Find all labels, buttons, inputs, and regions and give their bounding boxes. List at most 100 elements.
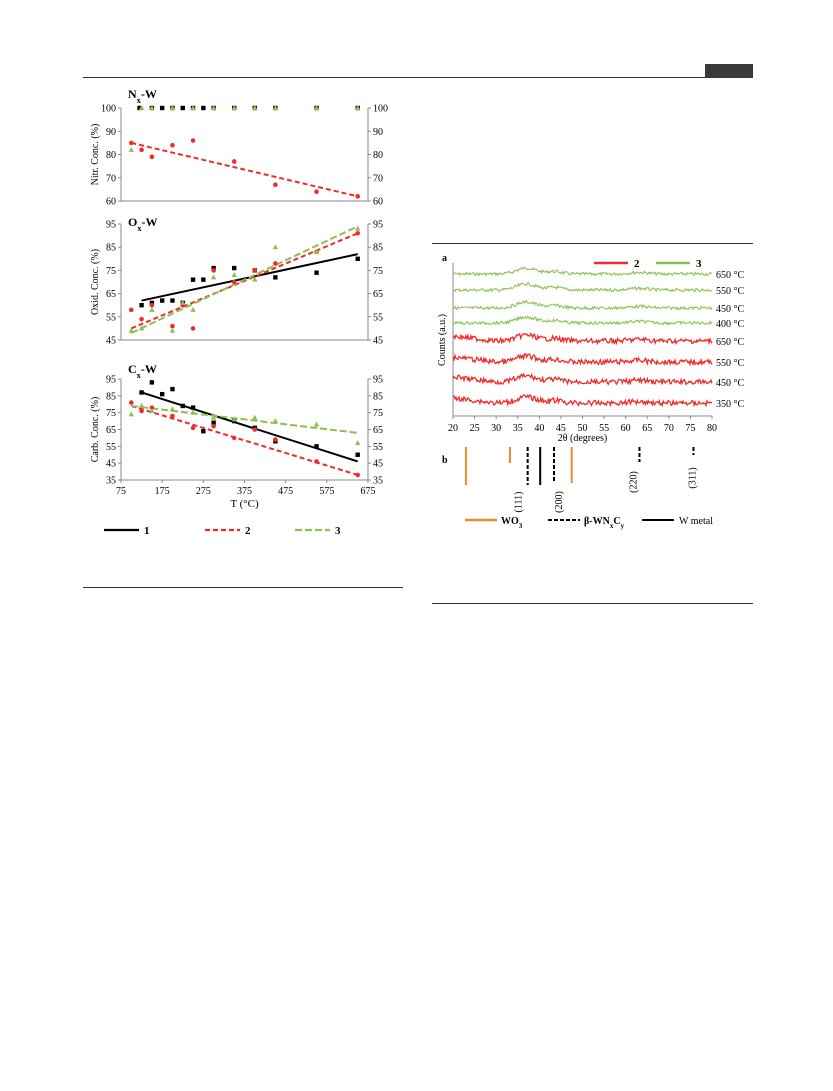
panel-oxid: 45 45 55 55 65 65 75 75 85 85 95 95 Oxid. Conc. (%) <box>90 220 383 347</box>
phase-legend-label-wnxcy-part: C <box>613 516 620 527</box>
legend-label-1: 1 <box>144 525 150 537</box>
marker-series-3 <box>169 105 176 110</box>
y-axis-label: Nitr. Conc. (%) <box>90 124 101 186</box>
xrd-temp-label: 650 °C <box>716 337 744 348</box>
y-tick-label-right: 85 <box>373 243 383 254</box>
marker-series-3 <box>180 299 186 305</box>
marker-series-3 <box>128 327 134 333</box>
phase-legend-label-wnxcy-part: y <box>621 522 625 530</box>
xrd-temp-label: 550 °C <box>716 358 744 369</box>
marker-series-2 <box>149 302 155 308</box>
y-tick-label: 65 <box>106 289 116 300</box>
y-tick-label: 90 <box>106 127 116 138</box>
phase-legend-label-wnxcy-part: β-WN <box>584 516 611 527</box>
marker-series-2 <box>149 405 155 410</box>
marker-series-1 <box>201 428 206 434</box>
xrd-pattern-2-6 <box>452 372 713 386</box>
xrd-temp-label: 550 °C <box>716 286 744 297</box>
marker-series-2 <box>128 400 134 405</box>
marker-series-1 <box>232 265 237 271</box>
left-bottom-rule <box>83 587 403 588</box>
marker-series-2 <box>170 413 175 419</box>
y-tick-label: 80 <box>106 150 116 161</box>
y-tick-label-right: 85 <box>373 391 383 402</box>
xrd-legend-label-2: 2 <box>634 258 640 270</box>
x-tick-label: 475 <box>278 486 293 497</box>
marker-series-1 <box>159 298 165 303</box>
panel-title-nitr: Nx-W <box>128 87 157 105</box>
xrd-x-tick-label: 45 <box>556 423 566 434</box>
y-tick-label: 100 <box>101 104 116 115</box>
y-tick-label: 65 <box>106 425 116 436</box>
panel-title-nitr-part: x <box>137 96 142 105</box>
panel-title-oxid-part: -W <box>142 215 158 229</box>
panel-title-carb-part: C <box>128 362 137 376</box>
marker-series-2 <box>190 138 196 143</box>
xrd-temp-label: 450 °C <box>716 304 744 315</box>
marker-series-1 <box>355 452 360 457</box>
trendline-series-3 <box>131 404 358 434</box>
y-tick-label: 95 <box>106 375 116 386</box>
y-tick-label: 70 <box>106 173 116 184</box>
panel-title-oxid-part: O <box>128 215 137 229</box>
marker-series-3 <box>128 146 134 152</box>
xrd-temp-label: 400 °C <box>716 319 744 330</box>
marker-series-2 <box>231 435 237 441</box>
marker-series-2 <box>231 159 237 164</box>
marker-series-3 <box>128 411 134 417</box>
marker-series-3 <box>138 402 145 408</box>
y-tick-label-right: 55 <box>373 442 383 453</box>
x-tick-label: 375 <box>237 486 252 497</box>
marker-series-3 <box>313 105 320 110</box>
marker-series-2 <box>231 279 237 285</box>
x-tick-label: 75 <box>116 486 126 497</box>
marker-series-2 <box>128 307 134 313</box>
xrd-x-tick-label: 55 <box>599 423 609 434</box>
marker-series-3 <box>355 439 361 445</box>
y-tick-label-right: 60 <box>373 197 383 208</box>
xrd-pattern-2-5 <box>452 352 713 367</box>
marker-series-1 <box>139 390 144 395</box>
marker-series-2 <box>139 316 144 322</box>
marker-series-3 <box>355 105 361 110</box>
marker-series-1 <box>137 105 142 111</box>
y-tick-label: 75 <box>106 408 116 419</box>
x-tick-label: 175 <box>155 486 170 497</box>
y-tick-label: 85 <box>106 391 116 402</box>
marker-series-3 <box>149 306 155 312</box>
panel-title-oxid-part: x <box>137 224 142 233</box>
y-tick-label: 45 <box>106 336 116 347</box>
xrd-x-tick-label: 40 <box>534 423 544 434</box>
panel-title-carb-part: x <box>137 371 142 380</box>
marker-series-1 <box>190 277 196 282</box>
marker-series-1 <box>201 105 206 111</box>
y-tick-label: 85 <box>106 243 116 254</box>
marker-series-3 <box>252 414 258 420</box>
page-number-box <box>705 64 753 78</box>
xrd-x-tick-label: 30 <box>491 423 501 434</box>
marker-series-2 <box>190 425 196 431</box>
xrd-x-tick-label: 50 <box>578 423 588 434</box>
marker-series-1 <box>201 277 206 282</box>
marker-series-3 <box>313 421 320 427</box>
marker-series-1 <box>149 300 155 306</box>
marker-series-1 <box>211 265 216 271</box>
right-bottom-rule <box>432 603 753 604</box>
y-tick-label-right: 80 <box>373 150 383 161</box>
xrd-x-tick-label: 35 <box>513 423 523 434</box>
xrd-legend-label-3: 3 <box>696 258 702 270</box>
y-tick-label-right: 95 <box>373 220 383 231</box>
marker-series-1 <box>190 405 196 410</box>
marker-series-2 <box>252 427 258 432</box>
hkl-label: (220) <box>628 471 639 493</box>
marker-series-2 <box>314 189 319 194</box>
marker-series-3 <box>149 105 155 110</box>
marker-series-1 <box>355 256 360 261</box>
x-tick-label: 575 <box>319 486 334 497</box>
y-tick-label-right: 100 <box>373 104 388 115</box>
legend-label-2: 2 <box>245 525 251 537</box>
y-tick-label: 55 <box>106 442 116 453</box>
xrd-x-tick-label: 65 <box>642 423 652 434</box>
y-axis-label: Carb. Conc. (%) <box>90 397 101 463</box>
